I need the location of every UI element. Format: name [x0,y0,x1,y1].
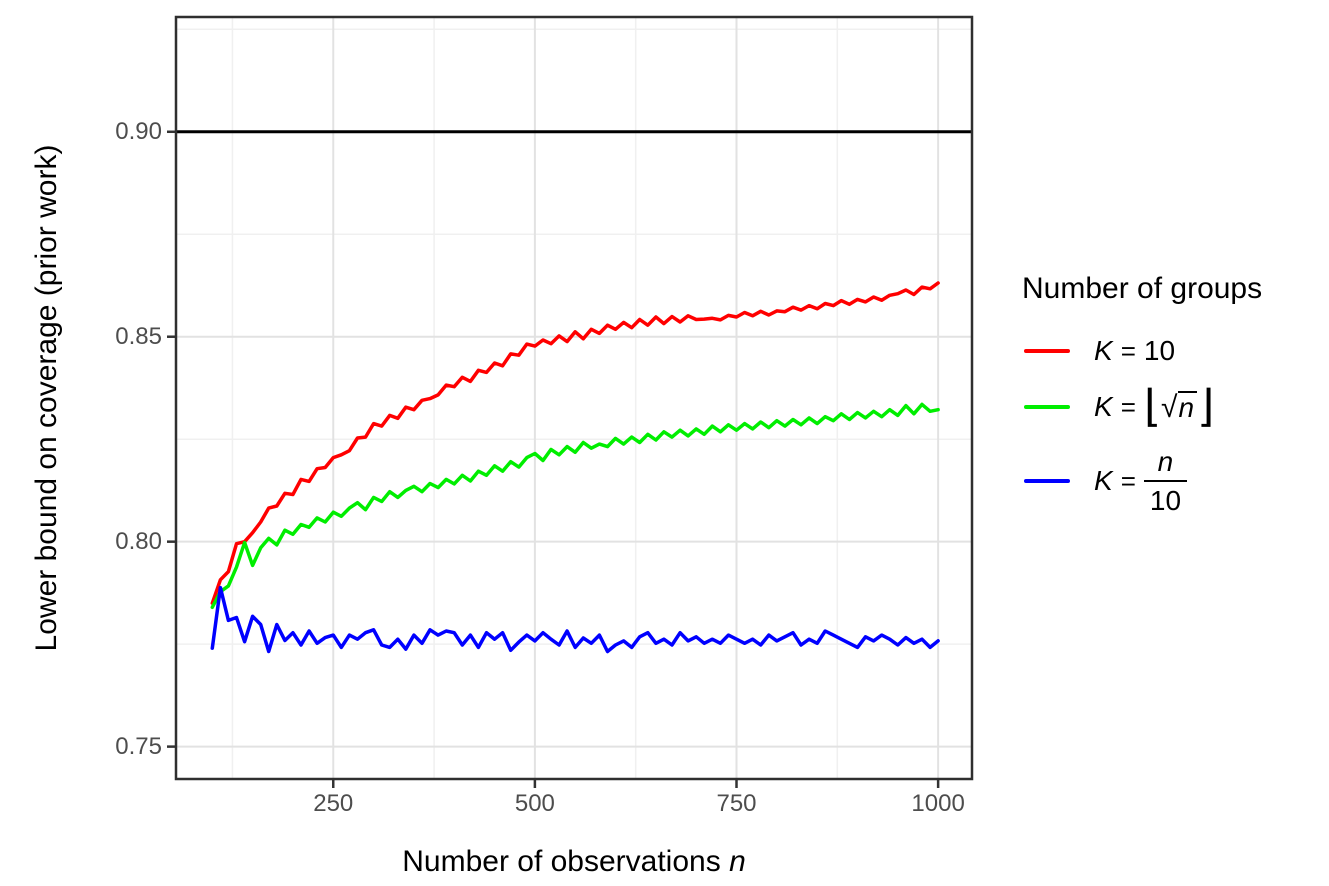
legend-key-red-line [1024,349,1070,353]
legend-label-k-n-over-10: K = n 10 [1094,445,1188,515]
legend-math-equals: = [1120,335,1136,366]
y-tick-label: 0.90 [115,117,162,145]
y-tick-label: 0.85 [115,322,162,350]
legend-item-k-floor-sqrt-n: K = ⌊ √ n ⌋ [1016,376,1316,438]
square-root-sign: √ [1161,391,1178,424]
legend-math-k: K [1094,391,1113,422]
legend-math-equals: = [1120,391,1136,422]
legend-label-k-floor-sqrt-n: K = ⌊ √ n ⌋ [1094,385,1214,429]
x-tick-label: 750 [716,790,757,817]
legend-label-k-10: K = 10 [1094,335,1175,367]
legend-math-fraction: n 10 [1143,445,1188,515]
y-tick-label: 0.80 [115,527,162,555]
series-line-0 [210,281,940,605]
panel-background [176,17,972,779]
left-floor-bracket: ⌊ [1143,381,1162,432]
fraction-denominator: 10 [1143,479,1188,515]
x-axis-title: Number of observations n [402,845,746,879]
y-tick-label: 0.75 [115,732,162,760]
right-floor-bracket: ⌋ [1197,381,1215,432]
legend-key-green-line [1024,405,1070,409]
legend-math-radicand: n [1177,391,1198,423]
x-axis-title-text: Number of observations [402,845,721,878]
legend-key-blue-line [1024,479,1070,483]
legend-math-value: 10 [1143,335,1176,366]
x-tick-label: 500 [514,790,555,817]
legend-item-k-10: K = 10 [1016,326,1316,376]
legend: Number of groups K = 10 K = ⌊ √ n ⌋ [1016,272,1316,524]
panel-border [174,15,974,781]
legend-math-equals: = [1120,465,1136,496]
legend-title: Number of groups [1022,272,1263,305]
series-line-2 [210,585,940,654]
x-tick-label: 250 [313,790,354,817]
y-axis-title: Lower bound on coverage (prior work) [30,144,63,652]
x-tick-label: 1000 [911,790,965,817]
legend-math-k: K [1094,335,1113,366]
legend-item-k-n-over-10: K = n 10 [1016,438,1316,524]
series-line-1 [210,402,940,610]
legend-math-k: K [1094,465,1113,496]
x-axis-title-variable: n [729,845,746,878]
fraction-numerator: n [1157,445,1174,477]
